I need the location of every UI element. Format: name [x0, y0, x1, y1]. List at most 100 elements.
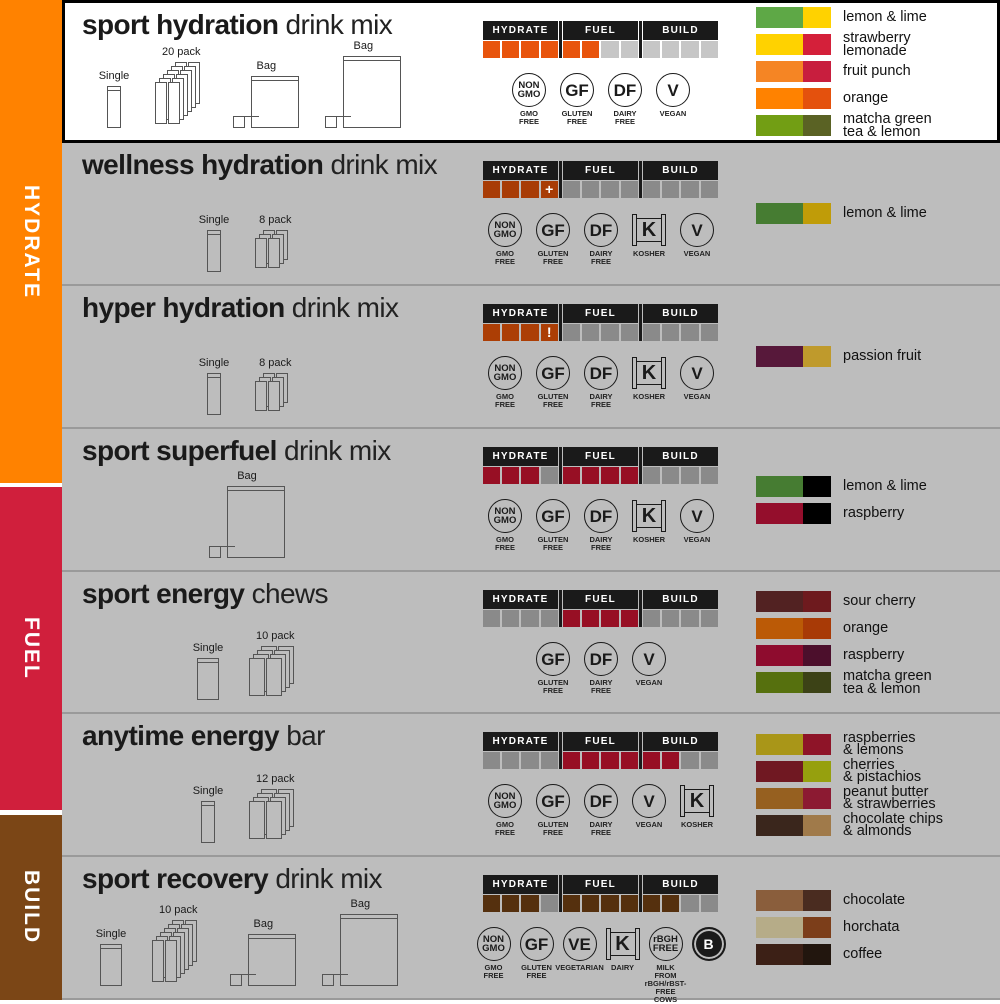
product-row[interactable]: wellness hydration drink mix Single 8 pack…	[62, 143, 1000, 286]
badge-k: K DAIRY	[604, 927, 642, 1003]
product-row[interactable]: hyper hydration drink mix Single 8 pack HYD…	[62, 286, 1000, 429]
product-name-bold: sport energy	[82, 578, 245, 609]
flavor-name: passion fruit	[843, 348, 922, 365]
package-bag-large[interactable]: Bag	[209, 470, 285, 558]
sidebar-label: HYDRATE	[20, 184, 43, 299]
product-row[interactable]: sport hydration drink mix Single 20 pack Ba…	[62, 0, 1000, 143]
meter-cell-on	[601, 895, 619, 912]
flavor-item[interactable]: passion fruit	[756, 346, 921, 367]
flavor-list: raspberries & lemons cherries & pistachio…	[756, 714, 943, 855]
product-row[interactable]: sport energy chews Single 10 pack HYDRATE FU…	[62, 572, 1000, 714]
flavor-item[interactable]: fruit punch	[756, 61, 932, 82]
flavor-item[interactable]: chocolate chips & almonds	[756, 812, 943, 838]
package-pack20[interactable]: 10 pack	[152, 904, 204, 986]
flavor-item[interactable]: cherries & pistachios	[756, 758, 943, 784]
flavor-item[interactable]: raspberry	[756, 502, 927, 524]
badge-label: GMO FREE	[494, 392, 515, 409]
meter-cell-on	[662, 752, 680, 769]
package-pack20[interactable]: 20 pack	[155, 46, 207, 128]
sidebar-label: BUILD	[20, 870, 43, 945]
product-name-type: bar	[279, 720, 325, 751]
product-row[interactable]: sport recovery drink mix Single 10 pack Bag…	[62, 857, 1000, 1003]
package-label: Bag	[237, 470, 257, 482]
flavor-item[interactable]: lemon & lime	[756, 475, 927, 497]
flavor-list: lemon & lime strawberry lemonade fruit pun…	[756, 3, 932, 140]
flavor-swatch	[756, 890, 831, 911]
package-pack8[interactable]: 8 pack	[255, 214, 295, 272]
single-package-icon	[200, 801, 215, 843]
meter-heading: HYDRATE	[483, 732, 558, 751]
sidebar-fuel[interactable]: FUEL	[0, 487, 62, 810]
gf-icon: GF	[536, 213, 570, 247]
package-single[interactable]: Single	[99, 70, 129, 128]
gf-icon: GF	[519, 927, 554, 961]
flavor-item[interactable]: coffee	[756, 944, 905, 965]
v-icon: V	[632, 642, 666, 676]
meter-cells	[483, 41, 558, 58]
package-pack12[interactable]: 12 pack	[249, 773, 301, 843]
flavor-item[interactable]: orange	[756, 618, 932, 639]
meter-section-build: BUILD	[643, 304, 718, 341]
flavor-item[interactable]: chocolate	[756, 890, 905, 911]
package-bag-small[interactable]: Bag	[230, 918, 297, 986]
flavor-item[interactable]: peanut butter & strawberries	[756, 783, 943, 812]
meter-heading: BUILD	[643, 161, 718, 180]
meter-cell-off	[700, 41, 718, 58]
meter-cells: +	[483, 181, 558, 198]
meter-cell-off	[601, 181, 619, 198]
flavor-item[interactable]: lemon & lime	[756, 203, 927, 224]
flavor-swatch	[756, 88, 831, 109]
meter-section-fuel: FUEL	[563, 447, 638, 484]
meter-cell-on	[601, 752, 619, 769]
meter-cell-off	[540, 895, 558, 912]
package-label: 8 pack	[259, 214, 292, 226]
product-row[interactable]: sport superfuel drink mix Bag HYDRATE FUEL B…	[62, 429, 1000, 572]
flavor-swatch	[756, 591, 831, 612]
badge-label: GLUTEN FREE	[537, 392, 569, 409]
bcorp-icon: B	[691, 927, 726, 961]
nongmo-icon: NON GMO	[512, 73, 546, 107]
meter-cell-off	[502, 752, 520, 769]
package-label: Single	[95, 928, 127, 940]
meter-heading: BUILD	[643, 304, 718, 323]
package-pack10[interactable]: 10 pack	[249, 630, 301, 700]
flavor-item[interactable]: strawberry lemonade	[756, 31, 932, 58]
flavor-item[interactable]: horchata	[756, 917, 905, 938]
badge-label: GLUTEN FREE	[521, 963, 552, 980]
bagsmall-package-icon	[233, 76, 300, 128]
package-single-wide[interactable]: Single	[95, 928, 127, 986]
product-row[interactable]: anytime energy bar Single 12 pack HYDRATE FU…	[62, 714, 1000, 857]
baglarge-package-icon	[322, 914, 399, 986]
badge-v: V VEGAN	[678, 499, 716, 552]
package-bag-large[interactable]: Bag	[325, 40, 402, 128]
badge-k: K KOSHER	[630, 213, 668, 266]
meter-cell-off	[643, 467, 661, 484]
flavor-item[interactable]: orange	[756, 88, 932, 109]
flavor-item[interactable]: sour cherry	[756, 591, 932, 612]
sidebar-build[interactable]: BUILD	[0, 815, 62, 1000]
package-label: 20 pack	[162, 46, 201, 58]
flavor-item[interactable]: matcha green tea & lemon	[756, 112, 932, 139]
flavor-swatch	[756, 787, 831, 809]
package-single-wide[interactable]: Single	[193, 642, 223, 700]
package-single[interactable]: Single	[199, 214, 229, 272]
flavor-name: raspberry	[843, 647, 905, 664]
flavor-item[interactable]: lemon & lime	[756, 7, 932, 28]
flavor-item[interactable]: matcha green tea & lemon	[756, 669, 932, 696]
flavor-item[interactable]: raspberries & lemons	[756, 731, 943, 757]
package-bag-large[interactable]: Bag	[322, 898, 399, 986]
badge-gf: GF GLUTEN FREE	[534, 642, 572, 695]
df-icon: DF	[584, 642, 618, 676]
meter-cell-off	[681, 610, 699, 627]
sidebar-hydrate[interactable]: HYDRATE	[0, 0, 62, 483]
package-single[interactable]: Single	[193, 785, 223, 843]
package-single[interactable]: Single	[199, 357, 229, 415]
nongmo-icon: NON GMO	[488, 356, 522, 390]
package-pack8[interactable]: 8 pack	[255, 357, 295, 415]
meter-cell-off	[643, 610, 661, 627]
flavor-name: peanut butter & strawberries	[843, 783, 936, 812]
meter-section-hydrate: HYDRATE	[483, 21, 558, 58]
flavor-item[interactable]: raspberry	[756, 645, 932, 666]
package-bag-small[interactable]: Bag	[233, 60, 300, 128]
flavor-list: lemon & lime raspberry	[756, 429, 927, 570]
